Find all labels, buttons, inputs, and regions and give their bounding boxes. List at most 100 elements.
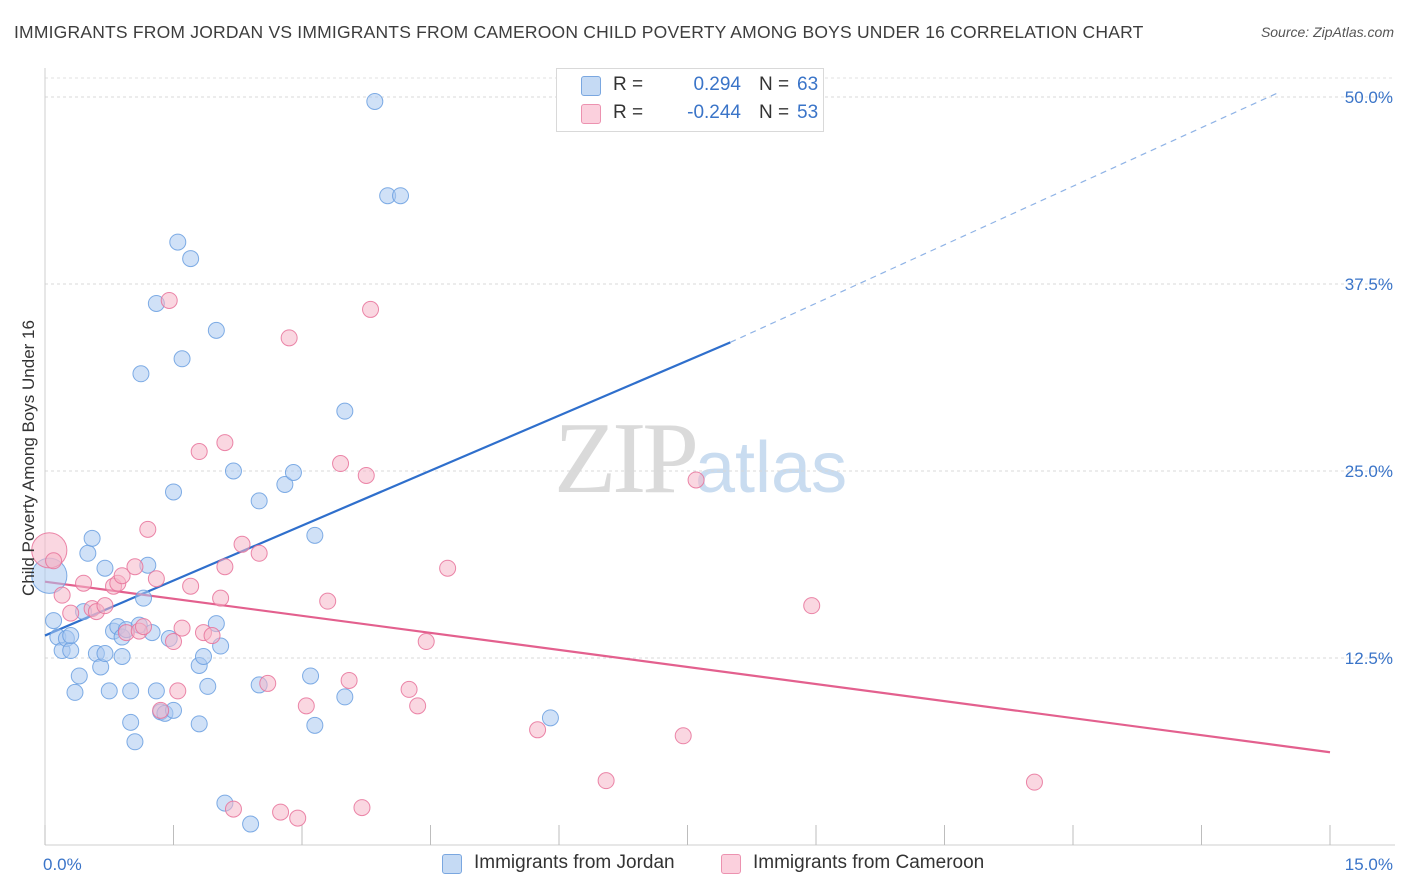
watermark: ZIPatlas xyxy=(554,400,847,517)
point-jordan xyxy=(182,250,200,268)
point-cameroon xyxy=(96,597,114,615)
point-jordan xyxy=(79,544,97,562)
y-tick-label: 50.0% xyxy=(1345,88,1393,107)
chart-title: IMMIGRANTS FROM JORDAN VS IMMIGRANTS FRO… xyxy=(14,22,1144,42)
legend-label-cameroon: Immigrants from Cameroon xyxy=(753,852,985,873)
point-cameroon xyxy=(152,701,170,719)
point-jordan xyxy=(62,642,80,660)
point-jordan xyxy=(122,713,140,731)
point-jordan xyxy=(190,715,208,733)
y-axis-label: Child Poverty Among Boys Under 16 xyxy=(19,320,38,596)
tick-labels: 12.5% 25.0% 37.5% 50.0% 0.0% 15.0% xyxy=(43,88,1393,874)
correlation-legend: R = 0.294 N = 63 R = -0.244 N = 53 xyxy=(556,68,824,132)
point-jordan xyxy=(45,612,63,630)
point-cameroon xyxy=(216,558,234,576)
point-jordan xyxy=(113,648,131,666)
point-cameroon xyxy=(1025,773,1043,791)
point-cameroon xyxy=(75,574,93,592)
point-cameroon xyxy=(160,291,178,309)
point-jordan xyxy=(541,709,559,727)
point-cameroon xyxy=(113,567,131,585)
point-cameroon xyxy=(62,604,80,622)
point-cameroon xyxy=(439,559,457,577)
point-jordan xyxy=(306,716,324,734)
point-jordan xyxy=(126,733,144,751)
point-cameroon xyxy=(674,727,692,745)
r-value: -0.244 xyxy=(687,102,741,123)
point-jordan xyxy=(207,321,225,339)
point-cameroon xyxy=(597,772,615,790)
point-jordan xyxy=(199,677,217,695)
point-jordan xyxy=(276,475,294,493)
point-cameroon xyxy=(340,671,358,689)
point-jordan xyxy=(83,529,101,547)
point-jordan xyxy=(122,682,140,700)
point-jordan xyxy=(96,645,114,663)
point-cameroon xyxy=(173,619,191,637)
point-cameroon xyxy=(409,697,427,715)
point-jordan xyxy=(100,682,118,700)
point-cameroon xyxy=(280,329,298,347)
point-cameroon xyxy=(45,552,63,570)
point-cameroon xyxy=(135,618,153,636)
r-label: R = xyxy=(613,102,644,123)
source-credit: Source: ZipAtlas.com xyxy=(1260,24,1394,40)
point-jordan xyxy=(169,233,187,251)
point-cameroon xyxy=(272,803,290,821)
point-jordan xyxy=(165,483,182,501)
point-cameroon xyxy=(250,544,268,562)
point-cameroon xyxy=(353,799,371,817)
point-cameroon xyxy=(216,434,234,452)
point-cameroon xyxy=(53,586,71,604)
y-tick-label: 12.5% xyxy=(1345,649,1393,668)
n-label: N = xyxy=(759,74,790,95)
watermark-zip: ZIP xyxy=(554,402,699,515)
point-jordan xyxy=(336,402,354,420)
point-jordan xyxy=(242,815,260,833)
data-points xyxy=(31,92,1043,833)
point-cameroon xyxy=(529,721,547,739)
point-cameroon xyxy=(147,570,165,588)
point-cameroon xyxy=(687,471,705,489)
point-jordan xyxy=(62,627,80,645)
point-jordan xyxy=(132,365,150,383)
point-cameroon xyxy=(357,466,375,484)
point-cameroon xyxy=(332,455,350,473)
y-tick-label: 37.5% xyxy=(1345,275,1393,294)
watermark-atlas: atlas xyxy=(695,428,848,508)
point-cameroon xyxy=(289,809,307,827)
n-value: 53 xyxy=(797,102,819,123)
legend-swatch-jordan xyxy=(442,854,462,874)
point-cameroon xyxy=(203,627,221,645)
point-jordan xyxy=(96,559,114,577)
point-cameroon xyxy=(126,558,144,576)
point-cameroon xyxy=(803,597,821,615)
point-cameroon xyxy=(212,589,230,607)
legend-swatch-jordan xyxy=(581,76,601,96)
point-jordan xyxy=(284,463,302,481)
x-tick-label: 15.0% xyxy=(1345,855,1393,874)
point-jordan xyxy=(302,667,320,685)
legend-swatch-cameroon xyxy=(581,104,601,124)
point-cameroon xyxy=(259,674,277,692)
point-jordan xyxy=(392,187,410,205)
r-value: 0.294 xyxy=(693,74,741,95)
point-cameroon xyxy=(169,682,187,700)
point-jordan xyxy=(70,667,88,685)
point-cameroon xyxy=(297,697,315,715)
point-jordan xyxy=(173,350,191,368)
n-label: N = xyxy=(759,102,790,123)
trend-lines xyxy=(44,91,1331,754)
point-cameroon xyxy=(165,633,182,651)
trend-line-jordan-extension xyxy=(730,91,1279,343)
axes xyxy=(44,68,1395,846)
point-jordan xyxy=(306,526,324,544)
point-jordan xyxy=(147,682,165,700)
legend-swatch-cameroon xyxy=(721,854,741,874)
point-jordan xyxy=(66,683,84,701)
trend-line-cameroon xyxy=(44,580,1331,754)
point-cameroon xyxy=(190,443,208,461)
point-cameroon xyxy=(139,520,157,538)
n-value: 63 xyxy=(797,74,819,95)
